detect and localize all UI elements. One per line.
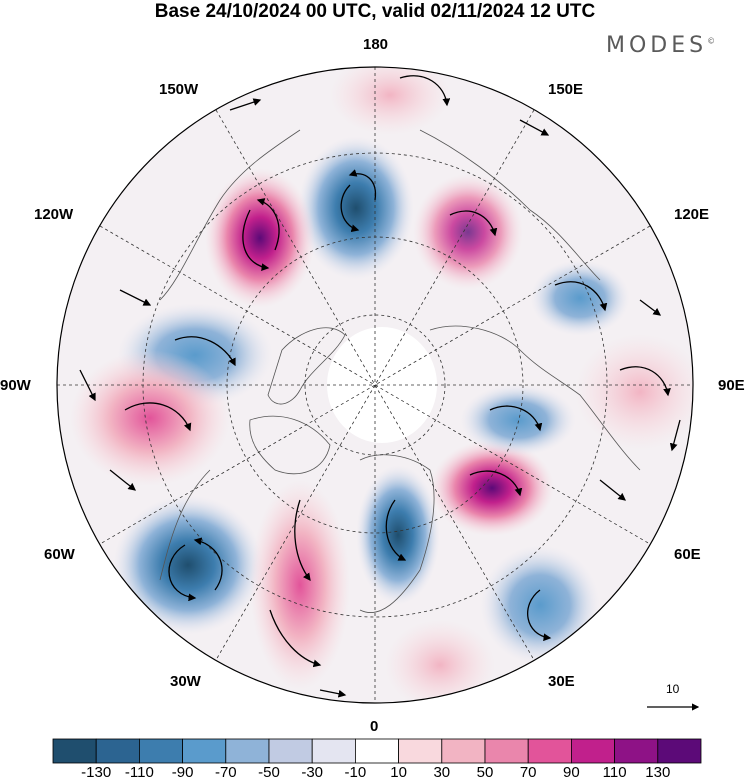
anomaly-neg-europe [356,465,440,605]
graticule [57,67,693,703]
lon-label-150w: 150W [159,81,199,98]
colorbar-tick-label: 90 [563,764,580,781]
anomaly-neg-northeast [530,260,630,336]
colorbar-swatch [182,738,227,764]
anomaly-pos-northwest [205,168,315,308]
colorbar-swatch [614,738,659,764]
colorbar-tick-label: -10 [344,764,367,781]
anomaly-pos-atlantic [250,480,350,690]
colorbar-swatch [225,738,270,764]
anomaly-pos-west [70,350,230,486]
anomaly-neg-southeast [480,545,600,665]
colorbar-swatch [95,738,140,764]
colorbar-swatch [398,738,443,764]
colorbar-swatch [268,738,313,764]
anomaly-pos-siberia [430,440,554,536]
colorbar-tick-label: 50 [476,764,494,781]
colorbar-tick-label: -30 [301,764,324,781]
colorbar-tick-label: 110 [602,764,627,781]
lon-label-60w: 60W [44,546,75,563]
anomaly-pos-east [575,334,693,450]
anomaly-neg-asia [460,384,576,456]
modes-logo: MODES© [606,33,715,58]
colorbar-swatch [138,738,183,764]
colorbar-swatch [527,738,572,764]
lon-label-60e: 60E [674,546,701,563]
colorbar-swatch [354,738,399,764]
anomaly-pos-south [385,620,495,703]
colorbar-tick-label: 70 [519,764,537,781]
anomaly-pos-northeast [413,174,523,290]
colorbar-tick-label: 10 [390,764,407,781]
wind-vectors [79,75,681,701]
colorbar-swatch [571,738,616,764]
lon-label-90e: 90E [718,377,745,394]
colorbar-tick-label: -90 [171,764,194,781]
colorbar-tick-label: -50 [258,764,280,781]
anomaly-pos-north [330,67,450,135]
lon-label-90w: 90W [0,377,31,394]
map-title: Base 24/10/2024 00 UTC, valid 02/11/2024… [154,1,596,22]
colorbar-tick-label: 30 [433,764,451,781]
colorbar-tick-label: -70 [214,764,237,781]
lon-label-150e: 150E [548,81,584,98]
lon-label-30w: 30W [170,673,201,690]
lon-label-120e: 120E [674,206,710,223]
anomaly-field [57,67,693,703]
brand-text: MODES [606,33,708,58]
lon-label-180: 180 [363,36,389,53]
anomaly-neg-atlantic [113,495,263,635]
copyright-mark: © [707,36,716,46]
anomaly-neg-north [298,136,414,280]
colorbar-tick-label: -110 [124,764,154,781]
lon-label-0: 0 [370,718,379,735]
colorbar-swatch [311,738,356,764]
colorbar-swatch [441,738,486,764]
colorbar-swatch [52,738,97,764]
lon-label-30e: 30E [548,673,575,690]
colorbar-swatch [484,738,529,764]
vector-scale-label: 10 [666,682,680,696]
colorbar-tick-label: 130 [645,764,671,781]
coastlines [159,129,641,613]
colorbar-tick-label: -130 [81,764,112,781]
map-boundary [56,66,694,704]
lon-label-120w: 120W [34,206,74,223]
colorbar [52,738,702,764]
colorbar-swatch [657,738,702,764]
